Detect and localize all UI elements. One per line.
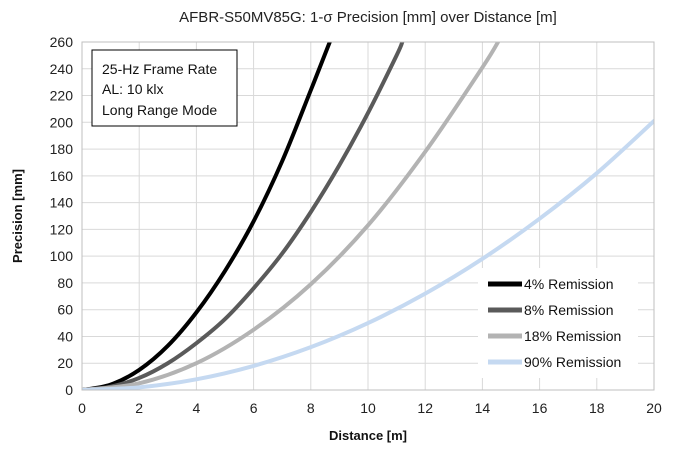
y-tick-label: 160 — [50, 168, 74, 184]
x-tick-label: 6 — [250, 400, 258, 416]
y-axis-label: Precision [mm] — [10, 169, 25, 263]
annotation-line-2: AL: 10 klx — [102, 81, 163, 97]
y-tick-label: 220 — [50, 88, 74, 104]
legend-label-3: 18% Remission — [524, 328, 621, 344]
annotation-line-3: Long Range Mode — [102, 102, 217, 118]
series-line-4 — [82, 118, 654, 390]
legend-label-4: 90% Remission — [524, 354, 621, 370]
y-tick-label: 40 — [57, 328, 73, 344]
x-tick-label: 2 — [135, 400, 143, 416]
y-tick-label: 20 — [57, 355, 73, 371]
x-tick-label: 12 — [417, 400, 433, 416]
x-tick-label: 10 — [360, 400, 376, 416]
y-tick-label: 200 — [50, 114, 74, 130]
x-tick-label: 16 — [532, 400, 548, 416]
x-tick-label: 4 — [193, 400, 201, 416]
y-tick-label: 240 — [50, 61, 74, 77]
legend-label-2: 8% Remission — [524, 302, 613, 318]
annotation-box: 25-Hz Frame Rate AL: 10 klx Long Range M… — [91, 49, 238, 127]
series-line-2 — [82, 42, 405, 390]
y-tick-label: 80 — [57, 275, 73, 291]
x-tick-label: 18 — [589, 400, 605, 416]
x-tick-label: 8 — [307, 400, 315, 416]
y-tick-labels: 0 20 40 60 80 100 120 140 160 180 200 220 240 260 — [50, 34, 74, 398]
y-tick-label: 100 — [50, 248, 74, 264]
chart-title: AFBR-S50MV85G: 1-σ Precision [mm] over D… — [179, 9, 557, 26]
legend: 4% Remission 8% Remission 18% Remission 90%… — [478, 268, 638, 378]
x-tick-label: 0 — [78, 400, 86, 416]
x-tick-labels: 0 2 4 6 8 10 12 14 16 18 20 — [78, 400, 662, 416]
x-tick-label: 14 — [475, 400, 491, 416]
x-tick-label: 20 — [646, 400, 662, 416]
legend-label-1: 4% Remission — [524, 276, 613, 292]
y-tick-label: 120 — [50, 221, 74, 237]
plot-border — [81, 41, 655, 391]
y-tick-label: 180 — [50, 141, 74, 157]
y-tick-label: 260 — [50, 34, 74, 50]
x-axis-label: Distance [m] — [329, 428, 407, 443]
y-tick-label: 60 — [57, 302, 73, 318]
y-tick-label: 0 — [65, 382, 73, 398]
annotation-line-1: 25-Hz Frame Rate — [102, 61, 217, 77]
series-line-1 — [82, 42, 332, 390]
y-tick-label: 140 — [50, 195, 74, 211]
series-lines — [82, 42, 654, 390]
series-line-3 — [82, 42, 501, 390]
